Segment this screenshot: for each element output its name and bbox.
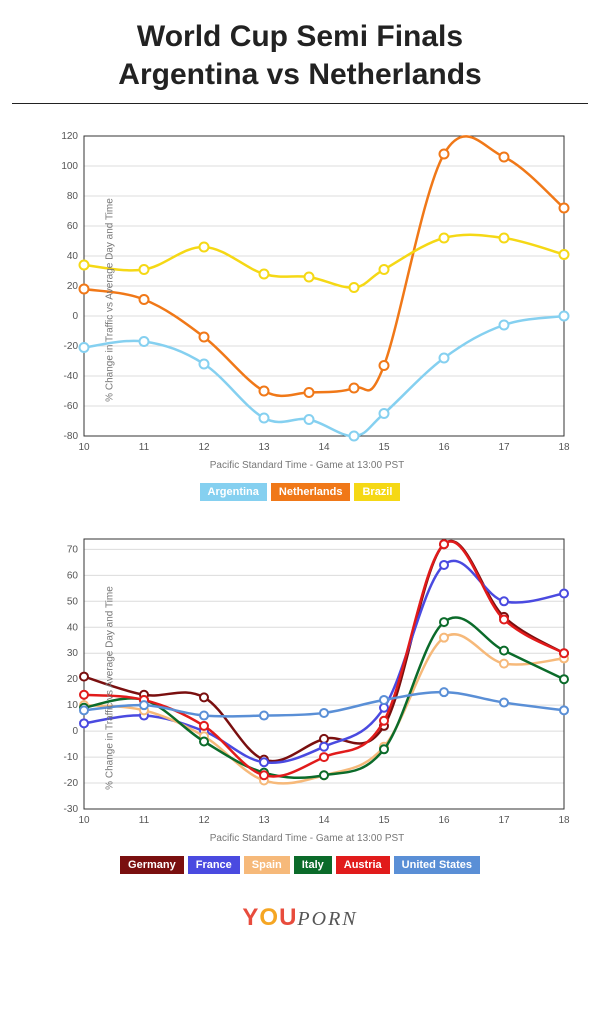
svg-text:10: 10 [78, 442, 90, 453]
svg-text:70: 70 [67, 544, 79, 555]
chart-1-legend: ArgentinaNetherlandsBrazil [0, 483, 600, 501]
legend-item: Austria [336, 856, 390, 874]
svg-text:120: 120 [61, 131, 78, 142]
svg-text:0: 0 [72, 311, 78, 322]
footer-logo: YOUPORN [0, 904, 600, 932]
chart-1-svg: -80 -60 -40 -20 0 20 40 60 80 100 120 10 11 12 13 14 15 1… [40, 128, 574, 458]
chart-2-block: % Change in Traffic vs Average Day and T… [40, 531, 574, 844]
chart-2-legend: GermanyFranceSpainItalyAustriaUnited Sta… [0, 856, 600, 874]
svg-text:-60: -60 [64, 401, 79, 412]
legend-item: United States [394, 856, 480, 874]
svg-text:100: 100 [61, 161, 78, 172]
svg-text:30: 30 [67, 648, 79, 659]
svg-text:80: 80 [67, 191, 79, 202]
legend-item: Argentina [200, 483, 267, 501]
svg-text:17: 17 [498, 815, 510, 826]
title-line-1: World Cup Semi Finals [32, 18, 568, 56]
svg-text:-20: -20 [64, 341, 79, 352]
svg-text:0: 0 [72, 726, 78, 737]
svg-text:16: 16 [438, 442, 450, 453]
svg-text:10: 10 [78, 815, 90, 826]
legend-item: Brazil [354, 483, 400, 501]
svg-text:-10: -10 [64, 752, 79, 763]
svg-text:50: 50 [67, 596, 79, 607]
svg-text:20: 20 [67, 281, 79, 292]
logo-tail: PORN [297, 908, 357, 930]
svg-text:13: 13 [258, 442, 270, 453]
page-root: World Cup Semi Finals Argentina vs Nethe… [0, 0, 600, 932]
chart-1-y-axis-label: % Change in Traffic vs Average Day and T… [104, 198, 115, 402]
svg-text:-30: -30 [64, 804, 79, 815]
chart-1-x-axis-label: Pacific Standard Time - Game at 13:00 PS… [40, 460, 574, 471]
svg-text:60: 60 [67, 221, 79, 232]
svg-text:15: 15 [378, 815, 390, 826]
svg-text:10: 10 [67, 700, 79, 711]
chart-2-svg: -30 -20 -10 0 10 20 30 40 50 60 70 10 11 12 13 14 15 16 17… [40, 531, 574, 831]
svg-text:11: 11 [139, 815, 150, 826]
legend-item: Germany [120, 856, 184, 874]
legend-item: Netherlands [271, 483, 351, 501]
svg-text:40: 40 [67, 622, 79, 633]
svg-text:13: 13 [258, 815, 270, 826]
svg-text:-20: -20 [64, 778, 79, 789]
svg-text:12: 12 [198, 815, 210, 826]
svg-text:15: 15 [378, 442, 390, 453]
svg-text:11: 11 [139, 442, 150, 453]
legend-item: Spain [244, 856, 290, 874]
svg-text:17: 17 [498, 442, 510, 453]
svg-text:40: 40 [67, 251, 79, 262]
svg-text:18: 18 [558, 442, 570, 453]
svg-text:16: 16 [438, 815, 450, 826]
svg-text:18: 18 [558, 815, 570, 826]
svg-text:14: 14 [318, 815, 330, 826]
svg-text:-40: -40 [64, 371, 79, 382]
title-line-2: Argentina vs Netherlands [32, 56, 568, 94]
chart-2-x-axis-label: Pacific Standard Time - Game at 13:00 PS… [40, 833, 574, 844]
chart-1-block: % Change in Traffic vs Average Day and T… [40, 128, 574, 471]
legend-item: Italy [294, 856, 332, 874]
legend-item: France [188, 856, 240, 874]
title-block: World Cup Semi Finals Argentina vs Nethe… [12, 18, 588, 104]
logo-letter: U [279, 904, 297, 931]
logo-letter: O [259, 904, 279, 931]
logo-letter: Y [242, 904, 259, 931]
svg-text:12: 12 [198, 442, 210, 453]
svg-text:60: 60 [67, 570, 79, 581]
chart-2-y-axis-label: % Change in Traffic vs Average Day and T… [104, 586, 115, 790]
svg-text:14: 14 [318, 442, 330, 453]
svg-text:20: 20 [67, 674, 79, 685]
svg-text:-80: -80 [64, 431, 79, 442]
